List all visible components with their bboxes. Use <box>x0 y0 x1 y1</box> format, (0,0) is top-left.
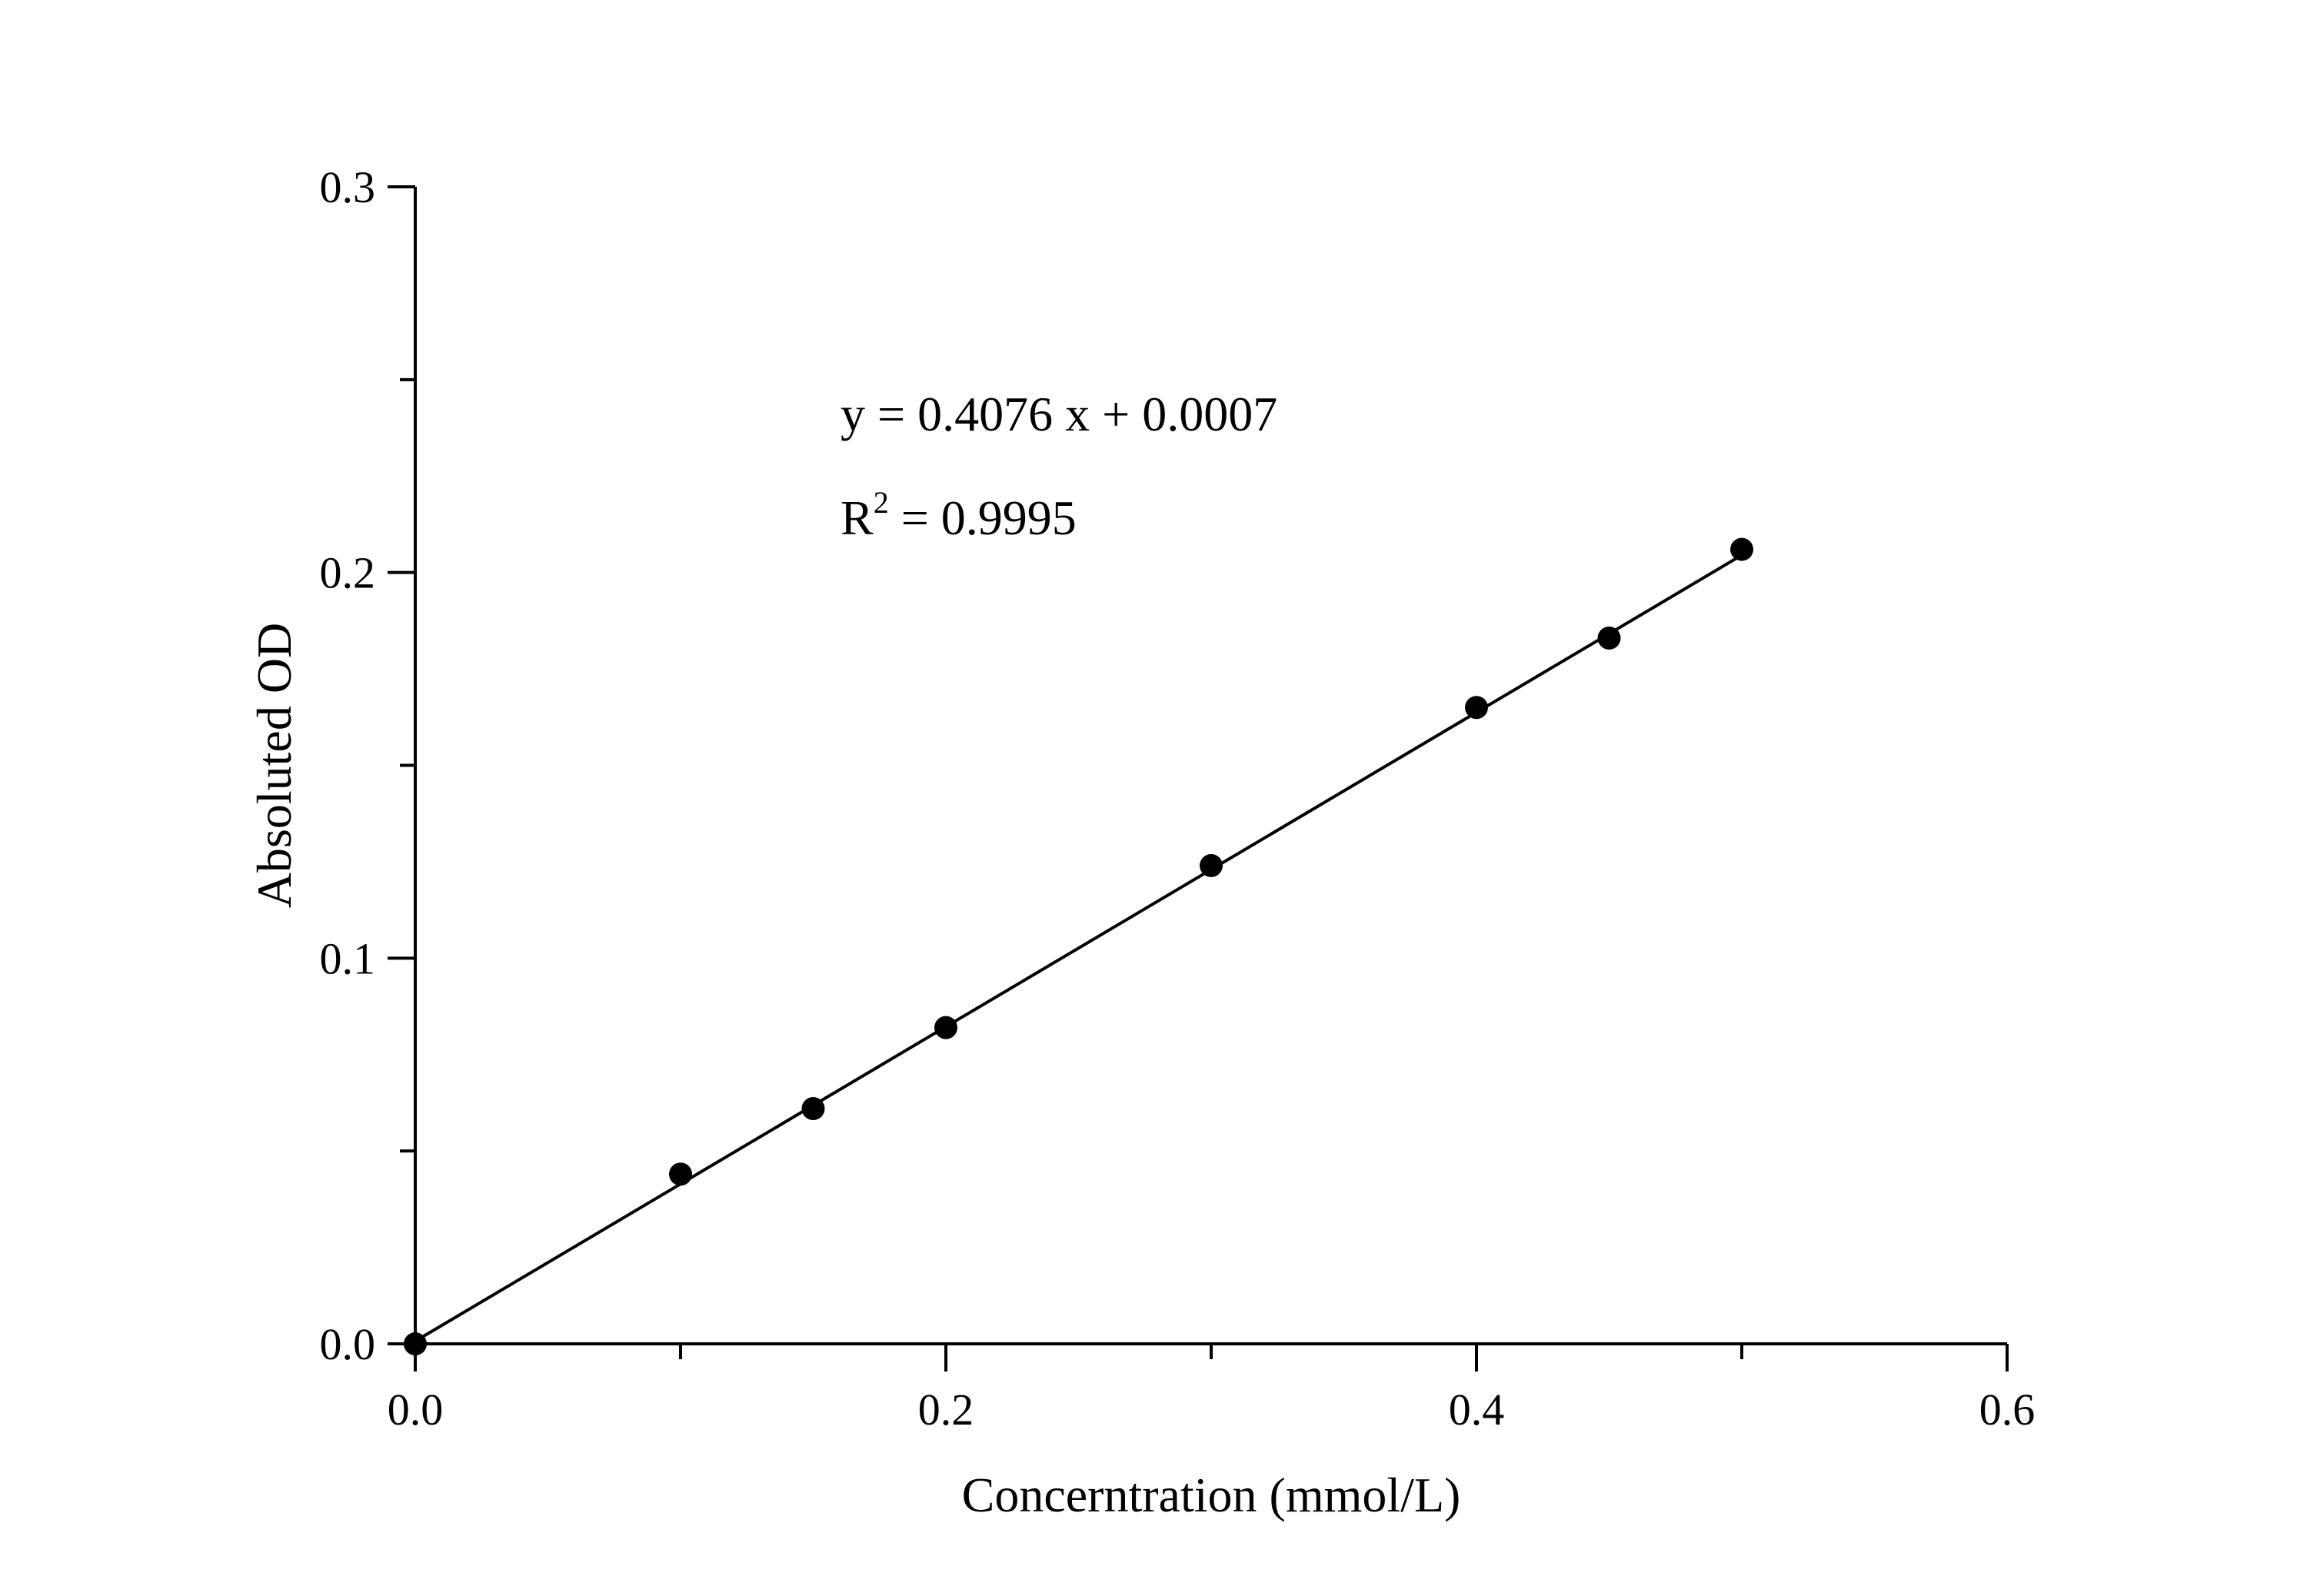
r-squared-symbol: R <box>841 490 874 545</box>
equation-annotation: y = 0.4076 x + 0.0007 <box>841 387 1277 441</box>
x-axis-title: Concerntration (mmol/L) <box>962 1468 1461 1522</box>
y-tick-label: 0.0 <box>320 1319 376 1369</box>
r-squared-annotation: R2 = 0.9995 <box>841 485 1077 545</box>
x-tick-label: 0.4 <box>1449 1385 1505 1435</box>
ticks <box>388 185 2009 1372</box>
r-squared-value: = 0.9995 <box>889 490 1077 545</box>
data-point <box>1465 696 1488 720</box>
y-tick-label: 0.2 <box>320 548 376 598</box>
tick-labels: 0.0 0.2 0.4 0.6 0.0 0.1 0.2 0.3 <box>320 162 2036 1435</box>
data-points <box>404 537 1753 1355</box>
data-point <box>404 1332 427 1355</box>
data-point <box>801 1096 825 1120</box>
data-point <box>1730 537 1753 561</box>
fit-line <box>414 554 1743 1343</box>
r-squared-superscript: 2 <box>874 485 889 520</box>
x-tick-label: 0.2 <box>918 1385 974 1435</box>
data-point <box>1597 626 1621 650</box>
data-point <box>1200 853 1223 877</box>
x-tick-label: 0.6 <box>1979 1385 2036 1435</box>
data-point <box>934 1016 957 1039</box>
y-tick-label: 0.3 <box>320 162 376 212</box>
y-axis-title: Absoluted OD <box>247 623 301 909</box>
x-tick-label: 0.0 <box>388 1385 444 1435</box>
data-point <box>669 1162 692 1186</box>
y-tick-label: 0.1 <box>320 933 376 983</box>
axes <box>414 187 2007 1345</box>
